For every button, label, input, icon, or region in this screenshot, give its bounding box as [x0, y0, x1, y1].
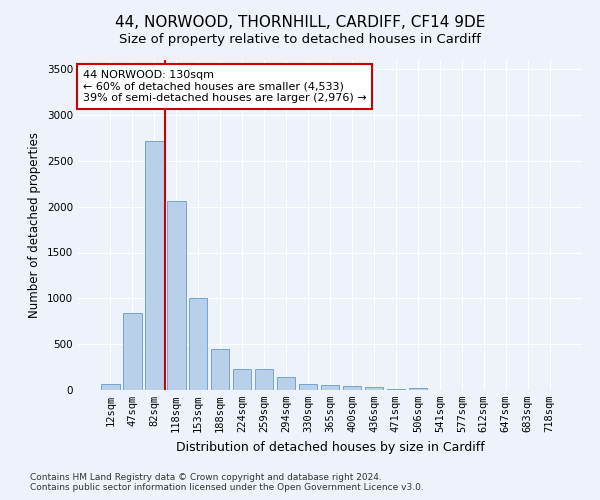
- Bar: [211, 349, 229, 390]
- Text: 44, NORWOOD, THORNHILL, CARDIFF, CF14 9DE: 44, NORWOOD, THORNHILL, CARDIFF, CF14 9D…: [115, 15, 485, 30]
- Bar: [145, 140, 164, 390]
- Bar: [277, 376, 295, 390]
- Bar: [255, 370, 274, 390]
- Text: 44 NORWOOD: 130sqm
← 60% of detached houses are smaller (4,533)
39% of semi-deta: 44 NORWOOD: 130sqm ← 60% of detached hou…: [83, 70, 367, 103]
- Bar: [299, 384, 317, 390]
- Bar: [386, 388, 405, 390]
- Bar: [189, 298, 208, 390]
- Bar: [123, 313, 142, 390]
- Bar: [233, 369, 251, 390]
- Text: Size of property relative to detached houses in Cardiff: Size of property relative to detached ho…: [119, 32, 481, 46]
- Bar: [409, 388, 427, 390]
- Bar: [101, 384, 119, 390]
- Bar: [320, 384, 340, 390]
- Bar: [343, 386, 361, 390]
- X-axis label: Distribution of detached houses by size in Cardiff: Distribution of detached houses by size …: [176, 440, 484, 454]
- Bar: [365, 387, 383, 390]
- Bar: [167, 201, 185, 390]
- Y-axis label: Number of detached properties: Number of detached properties: [28, 132, 41, 318]
- Text: Contains HM Land Registry data © Crown copyright and database right 2024.
Contai: Contains HM Land Registry data © Crown c…: [30, 473, 424, 492]
